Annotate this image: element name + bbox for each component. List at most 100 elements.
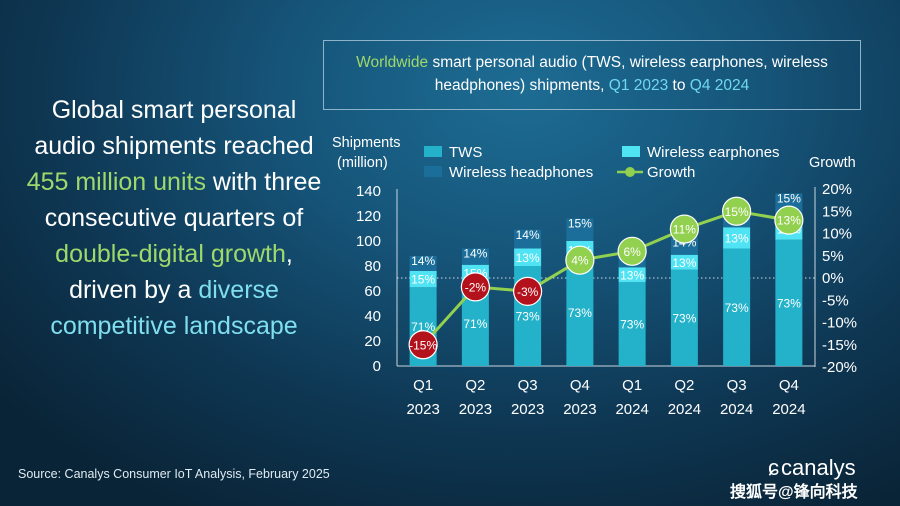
legend-label-growth: Growth — [647, 164, 695, 181]
bar-label-earphones: 15% — [411, 273, 435, 287]
y2-tick-label: -20% — [822, 359, 857, 376]
growth-point — [617, 236, 647, 266]
y2-tick-label: 10% — [822, 226, 852, 243]
bar-label-tws: 71% — [463, 317, 487, 331]
growth-label: 15% — [725, 205, 749, 219]
bar-earphones — [723, 227, 751, 249]
y-tick-label: 100 — [356, 233, 381, 250]
x-tick-label-year: 2023 — [406, 401, 439, 418]
bar-label-tws: 73% — [620, 318, 644, 332]
y2-tick-label: -10% — [822, 315, 857, 332]
title-start-quarter: Q1 2023 — [608, 77, 669, 94]
x-tick-label-quarter: Q3 — [518, 377, 538, 394]
bar-headphones — [566, 218, 594, 241]
headline-part-1: Global smart personal audio shipments re… — [34, 96, 314, 160]
bar-earphones — [514, 248, 542, 266]
legend-label-tws: TWS — [449, 144, 482, 161]
headline-part-5: , driven by a — [69, 240, 293, 304]
bar-earphones — [409, 271, 437, 288]
y2-tick-label: 15% — [822, 203, 852, 220]
y-tick-label: 60 — [364, 283, 381, 300]
y-tick-label: 120 — [356, 208, 381, 225]
chart-title-box: Worldwide smart personal audio (TWS, wir… — [323, 40, 861, 110]
bar-headphones — [409, 256, 437, 271]
logo-text: canalys — [781, 455, 856, 480]
x-tick-label-year: 2024 — [772, 401, 805, 418]
bar-label-tws: 71% — [411, 320, 435, 334]
bar-label-tws: 73% — [516, 310, 540, 324]
x-tick-label-year: 2023 — [511, 401, 544, 418]
source-note: Source: Canalys Consumer IoT Analysis, F… — [18, 467, 330, 481]
headline-highlight-2: double-digital growth — [55, 240, 286, 268]
x-tick-label-quarter: Q4 — [570, 377, 590, 394]
bar-label-headphones: 15% — [777, 192, 801, 206]
y-axis-title: (million) — [337, 155, 388, 171]
headline-highlight-3: diverse competitive landscape — [50, 276, 298, 340]
y2-tick-label: 0% — [822, 270, 844, 287]
bar-label-headphones: 14% — [463, 247, 487, 261]
x-tick-label-year: 2023 — [459, 401, 492, 418]
x-tick-label-quarter: Q1 — [413, 377, 433, 394]
y2-tick-label: 5% — [822, 248, 844, 265]
x-tick-label-quarter: Q1 — [622, 377, 642, 394]
headline-highlight-1: 455 million units — [26, 168, 206, 196]
growth-label: -3% — [517, 285, 539, 299]
growth-point — [460, 272, 490, 302]
y2-tick-label: -15% — [822, 337, 857, 354]
bar-tws — [723, 248, 751, 366]
x-tick-label-quarter: Q2 — [465, 377, 485, 394]
y-tick-label: 140 — [356, 183, 381, 200]
bar-headphones — [461, 248, 489, 265]
legend-label-earphones: Wireless earphones — [647, 144, 780, 161]
growth-label: 11% — [673, 223, 696, 237]
growth-label: 6% — [623, 245, 641, 259]
y2-tick-label: 20% — [822, 181, 852, 198]
headline: Global smart personal audio shipments re… — [18, 92, 330, 344]
bar-label-headphones: 14% — [516, 228, 540, 242]
title-main: smart personal audio (TWS, wireless earp… — [428, 54, 828, 94]
x-tick-label-year: 2024 — [668, 401, 701, 418]
bar-label-earphones: 13% — [620, 268, 644, 282]
x-tick-label-year: 2024 — [615, 401, 648, 418]
headline-part-3: with three consecutive quarters of — [44, 168, 322, 232]
growth-point — [774, 205, 804, 235]
x-tick-label-quarter: Q4 — [779, 377, 799, 394]
legend-label-headphones: Wireless headphones — [449, 164, 593, 181]
growth-point — [565, 245, 595, 275]
bar-label-headphones: 14% — [411, 254, 435, 268]
x-tick-label-quarter: Q3 — [727, 377, 747, 394]
title-end-quarter: Q4 2024 — [689, 77, 750, 94]
bar-label-earphones: 13% — [516, 251, 540, 265]
bar-tws — [618, 282, 646, 366]
growth-point — [408, 330, 438, 360]
bar-tws — [670, 269, 698, 366]
y-tick-label: 20 — [364, 333, 381, 350]
legend-marker-growth — [625, 167, 635, 177]
growth-label: 13% — [777, 214, 801, 228]
bar-headphones — [514, 229, 542, 249]
bar-earphones — [670, 254, 698, 270]
bar-label-headphones: 15% — [568, 217, 592, 231]
legend-swatch-tws — [424, 146, 442, 157]
growth-point — [669, 214, 699, 244]
growth-label: -2% — [465, 280, 487, 294]
x-tick-label-year: 2024 — [720, 401, 753, 418]
y-tick-label: 0 — [373, 358, 381, 375]
legend-swatch-headphones — [424, 166, 442, 177]
y-axis-title: Shipments — [332, 135, 401, 151]
bar-label-earphones: 13% — [672, 256, 696, 270]
y-tick-label: 40 — [364, 308, 381, 325]
bar-label-earphones: 13% — [725, 231, 749, 245]
y-tick-label: 80 — [364, 258, 381, 275]
bar-label-tws: 73% — [725, 301, 749, 315]
bar-earphones — [618, 267, 646, 283]
x-tick-label-year: 2023 — [563, 401, 596, 418]
bar-tws — [566, 258, 594, 366]
growth-point — [513, 276, 543, 306]
watermark: 搜狐号@锋向科技 — [730, 484, 858, 501]
x-tick-label-quarter: Q2 — [674, 377, 694, 394]
title-worldwide: Worldwide — [356, 54, 429, 71]
growth-point — [722, 196, 752, 226]
